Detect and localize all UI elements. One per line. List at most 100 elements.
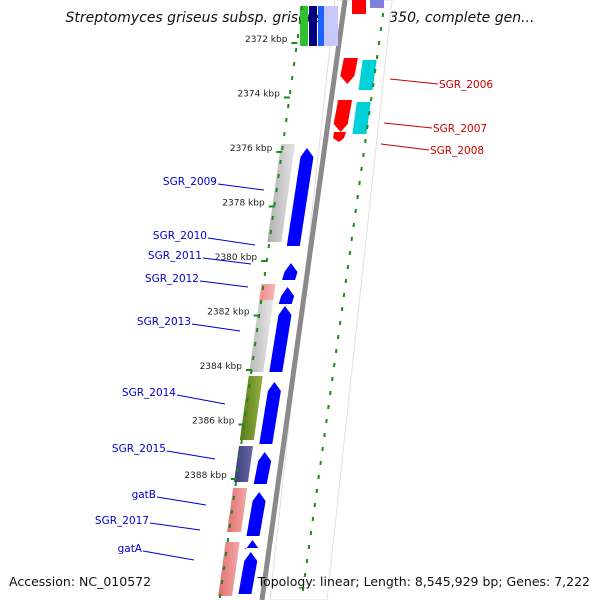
annotation-block	[249, 300, 274, 372]
annotation-block	[358, 60, 377, 90]
gene-label-sgr_2008: SGR_2008	[430, 145, 484, 157]
scale-dot	[344, 278, 348, 284]
scale-dot	[228, 523, 232, 529]
scale-dot	[327, 404, 330, 410]
scale-dot	[334, 348, 338, 354]
scale-dot	[329, 390, 332, 396]
scale-dot	[261, 285, 265, 291]
gene-leader-line	[217, 183, 265, 191]
scale-dot	[230, 509, 234, 515]
scale-dot	[364, 138, 367, 144]
map-title: Streptomyces griseus subsp. griseus NBRC…	[65, 10, 535, 26]
scale-dot	[305, 558, 309, 564]
forward-gene-arrow	[286, 148, 314, 246]
gene-leader-line	[207, 237, 256, 246]
scale-dot	[301, 586, 305, 592]
forward-gene-arrow	[253, 452, 272, 484]
scale-dot	[319, 460, 322, 466]
scale-dot	[323, 432, 326, 438]
scale-dot	[325, 418, 328, 424]
scale-dot	[296, 33, 300, 39]
scale-dot	[222, 565, 226, 571]
gene-leader-line	[191, 323, 241, 332]
scale-dot	[368, 110, 371, 116]
scale-dot	[381, 12, 385, 18]
scale-dot	[240, 439, 243, 445]
scale-dot	[220, 579, 224, 585]
scale-dot	[251, 355, 255, 361]
genome-summary-text: Topology: linear; Length: 8,545,929 bp; …	[257, 574, 590, 589]
gene-label-sgr_2011: SGR_2011	[148, 250, 202, 262]
scale-dot	[246, 397, 249, 403]
accession-text: Accession: NC_010572	[9, 574, 152, 589]
scale-dot	[288, 89, 292, 95]
annotation-block	[239, 376, 263, 440]
scale-dot	[236, 467, 239, 473]
genome-backbone	[259, 0, 348, 600]
scale-dot	[371, 82, 375, 88]
gene-label-sgr_2007: SGR_2007	[433, 123, 487, 135]
gene-label-sgr_2014: SGR_2014	[122, 387, 176, 399]
scale-dot	[375, 54, 379, 60]
scale-dot	[346, 264, 350, 270]
scale-dot	[332, 362, 336, 368]
scale-dot	[286, 103, 290, 109]
scale-dot	[294, 47, 298, 53]
gene-leader-line	[176, 394, 226, 405]
reverse-gene-arrow	[333, 132, 346, 142]
top-feature-block	[309, 6, 317, 46]
scale-dot	[275, 187, 278, 193]
reverse-gene-arrow	[333, 100, 353, 132]
top-feature-block	[352, 0, 366, 14]
scale-dot	[377, 40, 381, 46]
forward-gene-arrow	[269, 306, 292, 372]
scale-dot	[350, 236, 354, 242]
scale-dot	[290, 75, 294, 81]
scale-dot	[331, 376, 334, 382]
scale-dot	[358, 180, 361, 186]
scale-dot	[267, 243, 271, 249]
gene-leader-line	[199, 280, 249, 288]
annotation-block	[218, 542, 240, 596]
gene-label-sgr_2012: SGR_2012	[145, 273, 199, 285]
scale-dot	[300, 5, 304, 11]
gene-label-sgr_2006: SGR_2006	[439, 79, 493, 91]
forward-gene-arrow	[244, 540, 259, 549]
scale-dot	[238, 453, 241, 459]
gene-label-sgr_2010: SGR_2010	[153, 230, 207, 242]
forward-gene-arrow	[246, 492, 266, 536]
gene-leader-line	[383, 122, 433, 129]
gene-leader-line	[149, 522, 201, 531]
annotation-block	[267, 144, 295, 242]
kbp-tick-label: 2380 kbp	[215, 253, 258, 263]
scale-dot	[255, 327, 259, 333]
kbp-tick-label: 2386 kbp	[192, 417, 235, 427]
scale-dot	[352, 222, 355, 228]
scale-dot	[283, 131, 286, 137]
scale-dot	[340, 306, 344, 312]
forward-gene-arrow	[259, 382, 281, 444]
reverse-gene-arrow	[340, 58, 358, 84]
scale-dot	[224, 551, 228, 557]
forward-gene-arrow	[282, 263, 298, 280]
scale-dot	[336, 334, 340, 340]
scale-dot	[342, 292, 346, 298]
features-layer	[218, 0, 384, 596]
gene-label-sgr_2015: SGR_2015	[112, 443, 166, 455]
kbp-tick-label: 2384 kbp	[200, 362, 243, 372]
scale-dot	[354, 208, 357, 214]
forward-gene-arrow	[238, 552, 258, 594]
scale-dot	[317, 474, 320, 480]
kbp-tick-label: 2388 kbp	[184, 471, 227, 481]
scale-dot	[315, 488, 319, 494]
scale-dot	[279, 159, 282, 165]
gene-label-gata: gatA	[118, 543, 143, 555]
kbp-tick-label: 2376 kbp	[230, 144, 273, 154]
scale-dot	[244, 411, 247, 417]
scale-dot	[307, 544, 311, 550]
gene-leader-line	[156, 496, 207, 506]
scale-dot	[366, 124, 369, 130]
scale-ticks-layer: 2372 kbp 2374 kbp 2376 kbp 2378 kbp 2380 kbp…	[184, 5, 385, 599]
scale-dot	[369, 96, 373, 102]
